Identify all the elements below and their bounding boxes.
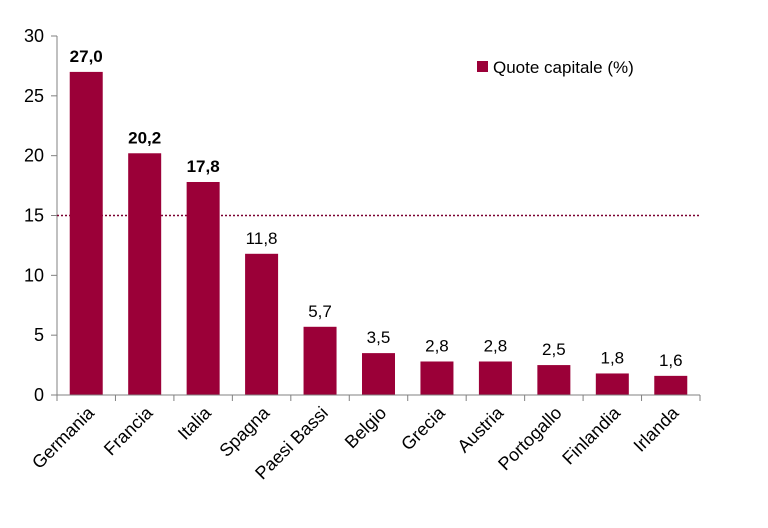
y-tick-label: 10 xyxy=(24,265,44,285)
y-tick-label: 0 xyxy=(34,385,44,405)
x-tick-label: Irlanda xyxy=(630,402,684,456)
bar-germania xyxy=(69,71,103,396)
y-tick-label: 15 xyxy=(24,206,44,226)
x-tick-label: Belgio xyxy=(341,403,391,453)
bar-italia xyxy=(186,181,220,395)
y-tick-label: 25 xyxy=(24,86,44,106)
data-label: 1,8 xyxy=(600,348,624,367)
data-label: 1,6 xyxy=(659,351,683,370)
bar-francia xyxy=(128,153,162,395)
data-label: 2,5 xyxy=(542,340,566,359)
y-tick-label: 20 xyxy=(24,146,44,166)
data-label: 17,8 xyxy=(187,157,220,176)
bar-irlanda xyxy=(654,375,688,395)
x-tick-label: Austria xyxy=(453,402,507,456)
legend-label: Quote capitale (%) xyxy=(493,58,634,77)
data-label: 5,7 xyxy=(308,302,332,321)
bar-finlandia xyxy=(595,373,629,395)
x-tick-label: Italia xyxy=(174,402,216,444)
bars xyxy=(69,71,688,396)
bar-portogallo xyxy=(537,365,571,395)
y-tick-label: 30 xyxy=(24,26,44,46)
x-tick-label: Portogallo xyxy=(494,403,565,474)
data-label: 11,8 xyxy=(246,229,278,248)
x-tick-label: Finlandia xyxy=(558,402,624,468)
x-tick-label: Germania xyxy=(28,402,99,473)
x-tick-label: Spagna xyxy=(215,402,274,461)
data-label: 2,8 xyxy=(484,336,508,355)
y-axis: 0 5 10 15 20 25 30 xyxy=(24,26,58,405)
bar-grecia xyxy=(420,361,454,395)
data-label: 27,0 xyxy=(70,47,103,66)
bar-belgio xyxy=(362,353,395,395)
legend-swatch xyxy=(477,61,488,72)
value-labels: 27,0 20,2 17,8 11,8 5,7 3,5 2,8 2,8 2,5 1,8 1,6 xyxy=(70,47,683,370)
y-tick-label: 5 xyxy=(34,325,44,345)
data-label: 20,2 xyxy=(128,128,161,147)
bar-spagna xyxy=(245,253,279,395)
x-tick-label: Grecia xyxy=(397,402,449,454)
data-label: 2,8 xyxy=(425,336,449,355)
bar-paesi-bassi xyxy=(303,326,337,395)
legend: Quote capitale (%) xyxy=(477,58,634,77)
data-label: 3,5 xyxy=(367,328,391,347)
bar-austria xyxy=(478,361,512,395)
x-tick-label: Francia xyxy=(100,402,157,459)
